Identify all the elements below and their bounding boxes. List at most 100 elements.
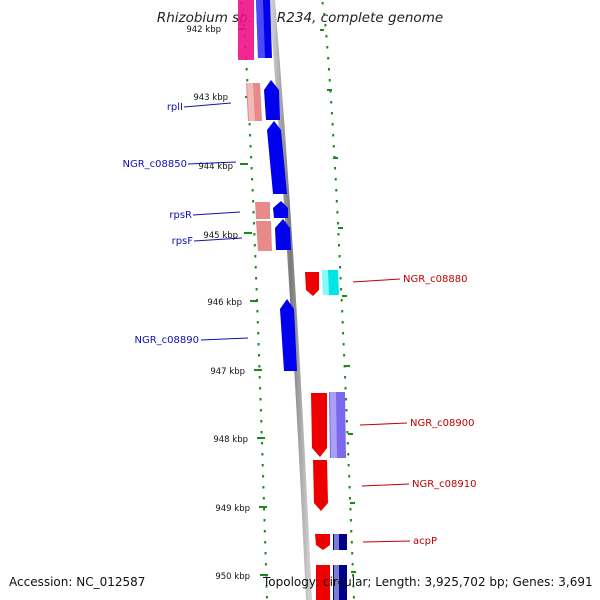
ring-dot bbox=[347, 464, 350, 467]
tick-group-950: 950 kbp bbox=[215, 572, 268, 582]
gene-label-NGR_c08910[interactable]: NGR_c08910 bbox=[412, 479, 477, 490]
ring-dot bbox=[265, 585, 268, 588]
ring-dot bbox=[325, 35, 328, 38]
ring-dot bbox=[329, 90, 332, 93]
tick-label: 946 kbp bbox=[207, 298, 242, 308]
ring-dot bbox=[343, 354, 346, 357]
ring-dot bbox=[263, 530, 266, 533]
ring-dot bbox=[251, 178, 254, 181]
gene-label-NGR_c08890[interactable]: NGR_c08890 bbox=[135, 335, 200, 346]
ring-dot bbox=[336, 211, 339, 214]
ring-dot bbox=[340, 299, 343, 302]
ring-dot bbox=[327, 57, 330, 60]
ring-dot bbox=[253, 244, 256, 247]
gene-feature[interactable] bbox=[315, 534, 330, 550]
ring-dot bbox=[260, 420, 263, 423]
gene-feature[interactable] bbox=[305, 272, 319, 296]
gene-label-NGR_c08880[interactable]: NGR_c08880 bbox=[403, 274, 468, 285]
gene-feature[interactable] bbox=[238, 0, 254, 60]
gene-label-NGR_c08900[interactable]: NGR_c08900 bbox=[410, 418, 475, 429]
gene-feature[interactable] bbox=[275, 219, 291, 250]
ring-dot bbox=[334, 178, 337, 181]
map-title: Rhizobium sp. NGR234, complete genome bbox=[157, 10, 443, 26]
label-leader-line bbox=[361, 483, 410, 487]
tick-group-947: 947 kbp bbox=[210, 367, 262, 377]
ring-dot bbox=[250, 167, 253, 170]
ring-dot bbox=[344, 387, 347, 390]
ring-dot bbox=[248, 123, 251, 126]
gene-feature[interactable] bbox=[273, 201, 288, 218]
ring-dot bbox=[341, 321, 344, 324]
gene-feature[interactable] bbox=[280, 299, 297, 371]
ring-dot bbox=[251, 189, 254, 192]
ring-dot bbox=[324, 24, 327, 27]
gene-label-rplI[interactable]: rplI bbox=[167, 102, 183, 113]
tick-group-943: 943 kbp bbox=[193, 93, 253, 103]
gene-feature[interactable] bbox=[267, 121, 287, 194]
ring-dot bbox=[350, 541, 353, 544]
ring-dot bbox=[262, 475, 265, 478]
ring-dot bbox=[258, 365, 261, 368]
ring-dot bbox=[259, 409, 262, 412]
ring-dot bbox=[350, 530, 353, 533]
ring-dot bbox=[257, 332, 260, 335]
ring-dot bbox=[326, 46, 329, 49]
ring-dot bbox=[349, 497, 351, 500]
gene-feature[interactable] bbox=[334, 565, 339, 600]
tick-group-944: 944 kbp bbox=[198, 162, 248, 172]
label-leader-line bbox=[192, 211, 241, 216]
gene-label-rpsF[interactable]: rpsF bbox=[172, 236, 194, 247]
ring-dot bbox=[339, 266, 342, 269]
ring-dot bbox=[256, 321, 259, 324]
ring-dot bbox=[253, 222, 255, 225]
ring-dot bbox=[258, 354, 260, 357]
gene-feature[interactable] bbox=[316, 565, 330, 600]
genome-backbone bbox=[269, 0, 312, 600]
tick-label: 950 kbp bbox=[215, 572, 250, 582]
ring-dot bbox=[264, 563, 267, 566]
tick-group-949: 949 kbp bbox=[215, 504, 267, 514]
ring-dot bbox=[345, 420, 348, 423]
gene-label-rpsR[interactable]: rpsR bbox=[169, 210, 192, 221]
gene-feature[interactable] bbox=[313, 460, 328, 511]
ring-dot bbox=[349, 508, 352, 511]
tick-label: 943 kbp bbox=[193, 93, 228, 103]
label-leader-line bbox=[183, 102, 232, 108]
gene-feature[interactable] bbox=[247, 83, 255, 121]
ring-dot bbox=[348, 475, 351, 478]
ring-dot bbox=[330, 101, 333, 104]
ring-dot bbox=[259, 387, 262, 390]
ring-dot bbox=[352, 585, 355, 588]
ring-dot bbox=[249, 145, 252, 148]
label-leader-line bbox=[362, 540, 411, 543]
label-leader-line bbox=[359, 422, 408, 426]
label-leader-line bbox=[200, 337, 249, 341]
tick-label: 945 kbp bbox=[203, 231, 238, 241]
tick-label: 942 kbp bbox=[186, 25, 221, 35]
ring-dot bbox=[245, 68, 248, 71]
gene-feature[interactable] bbox=[330, 392, 337, 458]
ring-dot bbox=[339, 277, 342, 280]
gene-feature[interactable] bbox=[255, 202, 270, 219]
label-leader-line bbox=[352, 278, 401, 283]
gene-feature[interactable] bbox=[322, 270, 329, 295]
gene-label-acpP[interactable]: acpP bbox=[413, 536, 437, 547]
ring-dot bbox=[337, 233, 340, 236]
gene-feature[interactable] bbox=[311, 393, 327, 457]
gene-feature[interactable] bbox=[256, 221, 272, 251]
gene-feature[interactable] bbox=[264, 80, 280, 120]
ring-dot bbox=[323, 13, 326, 16]
ring-dot bbox=[345, 409, 348, 412]
ring-dot bbox=[338, 244, 340, 247]
ring-dot bbox=[332, 145, 335, 148]
ring-dot bbox=[246, 79, 249, 82]
gene-feature[interactable] bbox=[256, 0, 265, 58]
ring-dot bbox=[258, 376, 261, 379]
ring-dot bbox=[328, 68, 330, 71]
tick-group-945: 945 kbp bbox=[203, 231, 252, 241]
ring-dot bbox=[347, 453, 350, 456]
tick-group-946: 946 kbp bbox=[207, 298, 258, 308]
gene-feature[interactable] bbox=[334, 534, 339, 550]
gene-label-NGR_c08850[interactable]: NGR_c08850 bbox=[123, 159, 188, 170]
